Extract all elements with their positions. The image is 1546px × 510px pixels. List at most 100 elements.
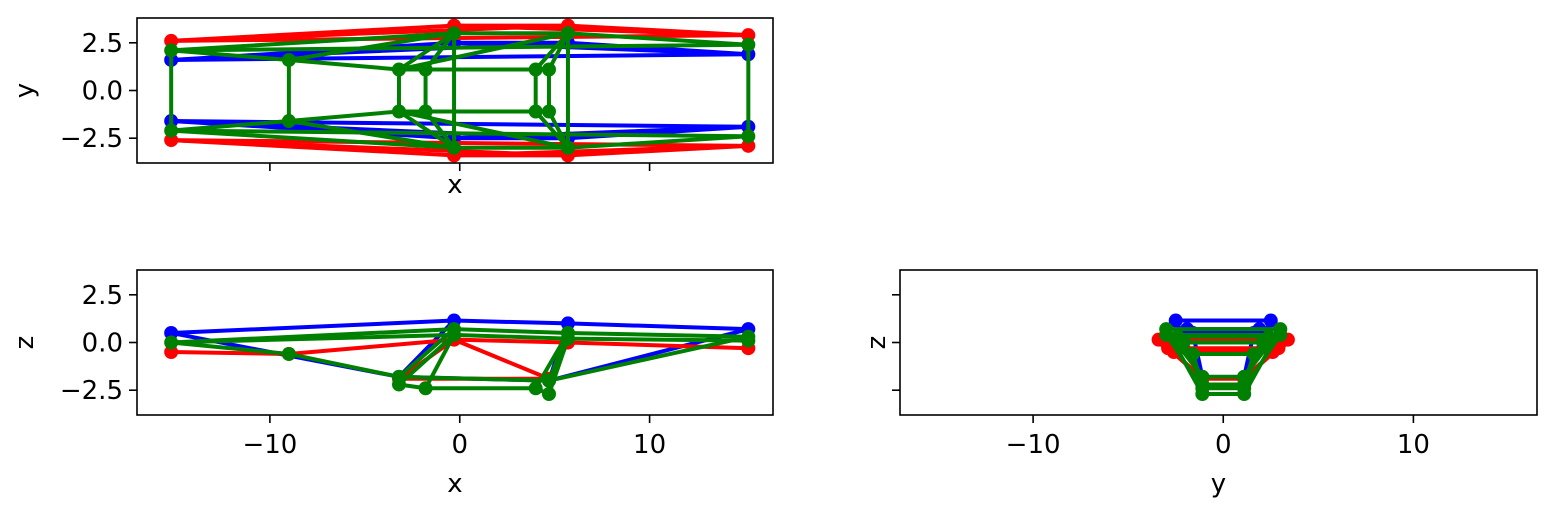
series-2-edge — [546, 334, 751, 383]
series-2-point — [528, 381, 543, 396]
y-axis-label: y — [10, 83, 40, 98]
series-2-edge — [169, 31, 457, 53]
y-tick-label: −2.5 — [60, 124, 123, 154]
series-2-point — [741, 333, 756, 348]
series-1-edge — [565, 340, 751, 351]
series-2-point — [447, 26, 462, 41]
series-2-point — [1170, 329, 1185, 344]
series-2-point — [418, 381, 433, 396]
series-2-point — [391, 104, 406, 119]
series-2-point — [560, 26, 575, 41]
series-2-point — [281, 346, 296, 361]
series-2-edge — [169, 340, 291, 356]
series-2-point — [528, 62, 543, 77]
series-2-point — [418, 104, 433, 119]
series-1-edge — [169, 33, 751, 43]
x-axis-label: x — [447, 170, 462, 200]
series-1-edge — [452, 337, 551, 381]
x-tick-label: 0 — [451, 430, 468, 460]
series-2-point — [1261, 329, 1276, 344]
y-tick-label: −2.5 — [60, 376, 123, 406]
series-2-point — [1237, 387, 1252, 402]
series-1-edge — [452, 337, 570, 345]
series-2-edge — [396, 31, 457, 72]
series-2-edge — [169, 332, 457, 345]
x-tick-label: −10 — [1006, 430, 1061, 460]
series-2-edge — [286, 31, 457, 62]
series-2-point — [541, 387, 556, 402]
series-2-point — [164, 123, 179, 138]
series-2-point — [164, 335, 179, 350]
series-2-edge — [565, 336, 751, 343]
series-2-point — [528, 104, 543, 119]
series-2-point — [541, 104, 556, 119]
x-axis-label: y — [1211, 469, 1226, 499]
series-2-point — [1159, 327, 1174, 342]
series-2-edge — [286, 109, 401, 124]
series-2-edge — [286, 57, 401, 72]
series-2-edge — [396, 332, 457, 387]
series-2-point — [560, 331, 575, 346]
series-2-point — [391, 377, 406, 392]
subplot-yz: −10 0 10 y z — [862, 269, 1538, 499]
series-2 — [164, 322, 756, 402]
series-2-point — [418, 62, 433, 77]
series-2-edge — [169, 128, 751, 139]
series-2-edge — [396, 327, 457, 379]
x-axis-label: x — [447, 469, 462, 499]
series-2-edge — [169, 42, 751, 53]
x-tick-label: 10 — [1397, 430, 1430, 460]
series-2-edge — [396, 374, 551, 383]
series-2-edge — [396, 109, 457, 150]
series-2-point — [391, 62, 406, 77]
series-1 — [164, 18, 756, 163]
series-2-point — [1185, 346, 1200, 361]
series-2-edge — [565, 134, 751, 150]
series-2-point — [447, 327, 462, 342]
x-tick-label: −10 — [242, 430, 297, 460]
data-layer — [1151, 313, 1295, 402]
series-2-edge — [423, 332, 457, 391]
series-2-point — [281, 114, 296, 129]
series-2-edge — [286, 351, 401, 379]
series-2-edge — [565, 31, 751, 47]
series-1-edge — [169, 138, 751, 148]
series-0-point — [1168, 313, 1183, 328]
y-tick-label: 2.5 — [82, 29, 123, 59]
series-2-edge — [565, 330, 751, 339]
series-2-point — [281, 52, 296, 67]
series-2-point — [1195, 387, 1210, 402]
series-2-point — [447, 140, 462, 155]
y-tick-label: 0.0 — [82, 77, 123, 107]
series-2-edge — [452, 332, 570, 341]
y-tick-label: 2.5 — [82, 281, 123, 311]
series-2 — [1159, 322, 1288, 402]
series-2-edge — [533, 109, 570, 150]
x-tick-label: 0 — [1215, 430, 1232, 460]
data-layer — [164, 18, 756, 163]
subplot-xz: −10 0 10 −2.5 0.0 2.5 x z — [10, 269, 774, 499]
series-2-edge — [169, 128, 457, 150]
series-2-edge — [452, 327, 570, 335]
series-2-point — [1246, 346, 1261, 361]
series-2-edge — [286, 119, 457, 150]
series-2-point — [741, 37, 756, 52]
subplot-xy: −2.5 0.0 2.5 x y — [10, 17, 774, 200]
series-2 — [164, 26, 756, 155]
y-axis-label: z — [10, 336, 40, 350]
series-2-point — [541, 62, 556, 77]
series-0-point — [1263, 313, 1278, 328]
y-tick-label: 0.0 — [82, 329, 123, 359]
series-2-point — [164, 43, 179, 58]
x-tick-label: 10 — [633, 430, 666, 460]
series-2-point — [560, 140, 575, 155]
series-1-edge — [286, 337, 457, 356]
series-2-point — [741, 129, 756, 144]
y-axis-label: z — [862, 336, 892, 350]
data-layer — [164, 313, 756, 402]
series-2-edge — [533, 31, 570, 72]
series-0-edge — [169, 318, 457, 335]
series-2-point — [1273, 327, 1288, 342]
series-2-point — [541, 373, 556, 388]
